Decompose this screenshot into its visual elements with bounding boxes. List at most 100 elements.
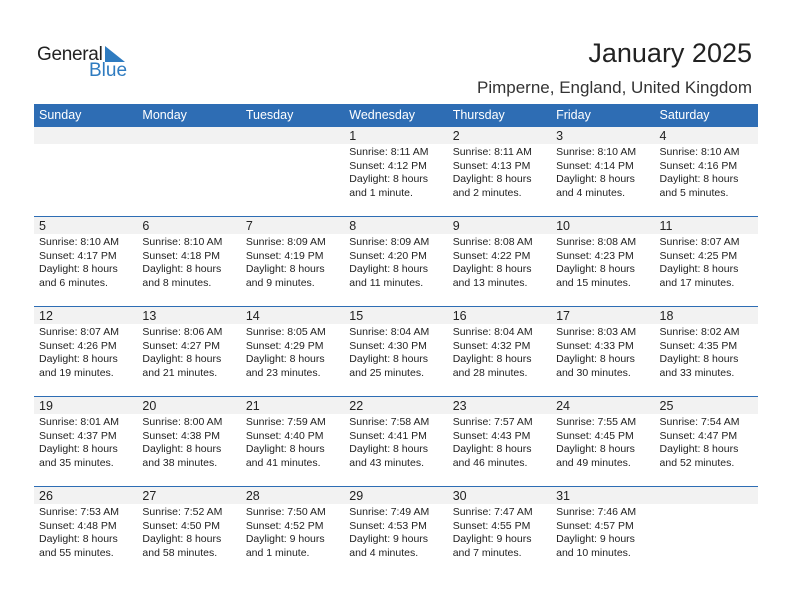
week-cells: 12 Sunrise: 8:07 AM Sunset: 4:26 PM Dayligh… (34, 307, 758, 380)
week-cells: 1 Sunrise: 8:11 AM Sunset: 4:12 PM Daylight… (34, 127, 758, 200)
sunrise-time: Sunrise: 8:03 AM (556, 326, 637, 338)
sunset-time: Sunset: 4:40 PM (245, 429, 324, 442)
daylight-minutes: and 2 minutes. (452, 186, 522, 199)
day-cell: 17 Sunrise: 8:03 AM Sunset: 4:33 PM Dayligh… (551, 307, 654, 380)
sunrise-time: Sunrise: 7:55 AM (556, 416, 637, 428)
weekday-header: Sunday Monday Tuesday Wednesday Thursday Frid… (34, 104, 758, 126)
day-number: 27 (142, 489, 157, 503)
day-number: 10 (556, 219, 571, 233)
day-number: 24 (556, 399, 571, 413)
location-subtitle: Pimperne, England, United Kingdom (477, 78, 752, 97)
daylight-minutes: and 46 minutes. (452, 456, 528, 469)
day-cell: 24 Sunrise: 7:55 AM Sunset: 4:45 PM Dayligh… (551, 397, 654, 470)
day-number: 25 (659, 399, 674, 413)
day-number-band (34, 127, 758, 144)
daylight-minutes: and 1 minute. (245, 546, 310, 559)
daylight-minutes: and 7 minutes. (452, 546, 522, 559)
week-row: 12 Sunrise: 8:07 AM Sunset: 4:26 PM Dayligh… (34, 306, 758, 396)
empty-cell (34, 127, 137, 200)
day-number: 5 (39, 219, 46, 233)
day-cell: 29 Sunrise: 7:49 AM Sunset: 4:53 PM Dayligh… (344, 487, 447, 560)
sunrise-time: Sunrise: 8:08 AM (556, 236, 637, 248)
sunrise-time: Sunrise: 8:02 AM (659, 326, 740, 338)
daylight-hours: Daylight: 8 hours (39, 533, 118, 546)
daylight-minutes: and 6 minutes. (39, 276, 108, 289)
weekday-wednesday: Wednesday (349, 108, 416, 122)
sunrise-time: Sunrise: 8:10 AM (556, 146, 637, 158)
daylight-minutes: and 9 minutes. (245, 276, 315, 289)
daylight-minutes: and 4 minutes. (556, 186, 625, 199)
day-cell: 23 Sunrise: 7:57 AM Sunset: 4:43 PM Dayligh… (448, 397, 551, 470)
day-number: 9 (452, 219, 460, 233)
day-number: 13 (142, 309, 157, 323)
day-number: 17 (556, 309, 571, 323)
sunrise-time: Sunrise: 8:04 AM (349, 326, 430, 338)
day-number: 12 (39, 309, 53, 323)
day-cell: 21 Sunrise: 7:59 AM Sunset: 4:40 PM Dayligh… (241, 397, 344, 470)
day-cell: 3 Sunrise: 8:10 AM Sunset: 4:14 PM Daylight… (551, 127, 654, 200)
sunset-time: Sunset: 4:13 PM (452, 159, 531, 172)
daylight-hours: Daylight: 8 hours (452, 263, 532, 276)
day-cell: 4 Sunrise: 8:10 AM Sunset: 4:16 PM Daylight… (655, 127, 758, 200)
logo-blue: Blue (89, 60, 128, 81)
daylight-minutes: and 58 minutes. (142, 546, 218, 559)
daylight-hours: Daylight: 8 hours (452, 353, 532, 366)
daylight-minutes: and 1 minute. (349, 186, 413, 199)
empty-cell (137, 127, 240, 200)
week-cells: 26 Sunrise: 7:53 AM Sunset: 4:48 PM Dayligh… (34, 487, 758, 560)
day-number: 20 (142, 399, 157, 413)
daylight-hours: Daylight: 8 hours (142, 353, 222, 366)
sunrise-time: Sunrise: 8:10 AM (659, 146, 740, 158)
daylight-minutes: and 19 minutes. (39, 366, 114, 379)
daylight-hours: Daylight: 8 hours (39, 443, 118, 456)
day-number: 3 (556, 129, 564, 143)
empty-cell (241, 127, 344, 200)
sunset-time: Sunset: 4:18 PM (142, 249, 221, 262)
daylight-minutes: and 11 minutes. (349, 276, 424, 289)
daylight-minutes: and 41 minutes. (245, 456, 321, 469)
day-cell: 16 Sunrise: 8:04 AM Sunset: 4:32 PM Dayligh… (448, 307, 551, 380)
day-number: 16 (452, 309, 467, 323)
sunrise-time: Sunrise: 8:06 AM (142, 326, 223, 338)
day-number: 23 (452, 399, 467, 413)
sunset-time: Sunset: 4:43 PM (452, 429, 531, 442)
sunset-time: Sunset: 4:16 PM (659, 159, 738, 172)
daylight-hours: Daylight: 8 hours (349, 443, 429, 456)
day-cell: 18 Sunrise: 8:02 AM Sunset: 4:35 PM Dayligh… (655, 307, 758, 380)
daylight-hours: Daylight: 8 hours (142, 533, 222, 546)
daylight-hours: Daylight: 8 hours (452, 443, 532, 456)
sunset-time: Sunset: 4:37 PM (39, 429, 117, 442)
daylight-hours: Daylight: 8 hours (659, 173, 739, 186)
sunrise-time: Sunrise: 8:10 AM (39, 236, 119, 248)
daylight-hours: Daylight: 8 hours (245, 353, 325, 366)
sunset-time: Sunset: 4:57 PM (556, 519, 634, 532)
sunset-time: Sunset: 4:52 PM (245, 519, 324, 532)
week-cells: 5 Sunrise: 8:10 AM Sunset: 4:17 PM Daylight… (34, 217, 758, 290)
daylight-minutes: and 38 minutes. (142, 456, 218, 469)
sunrise-time: Sunrise: 7:57 AM (452, 416, 533, 428)
sunrise-time: Sunrise: 7:59 AM (245, 416, 326, 428)
sunset-time: Sunset: 4:53 PM (349, 519, 427, 532)
day-cell: 25 Sunrise: 7:54 AM Sunset: 4:47 PM Dayligh… (655, 397, 758, 470)
sunset-time: Sunset: 4:55 PM (452, 519, 531, 532)
day-number: 18 (659, 309, 674, 323)
daylight-hours: Daylight: 8 hours (452, 173, 532, 186)
sunset-time: Sunset: 4:48 PM (39, 519, 117, 532)
empty-cell (655, 487, 758, 560)
day-cell: 9 Sunrise: 8:08 AM Sunset: 4:22 PM Daylight… (448, 217, 551, 290)
daylight-hours: Daylight: 8 hours (245, 443, 325, 456)
sunset-time: Sunset: 4:17 PM (39, 249, 117, 262)
sunrise-time: Sunrise: 8:09 AM (349, 236, 430, 248)
daylight-hours: Daylight: 8 hours (659, 263, 739, 276)
sunrise-time: Sunrise: 7:54 AM (659, 416, 740, 428)
day-number: 4 (659, 129, 667, 143)
day-number: 14 (245, 309, 260, 323)
daylight-minutes: and 13 minutes. (452, 276, 528, 289)
sunset-time: Sunset: 4:41 PM (349, 429, 427, 442)
day-cell: 1 Sunrise: 8:11 AM Sunset: 4:12 PM Daylight… (344, 127, 447, 200)
day-number: 7 (245, 219, 253, 233)
daylight-minutes: and 8 minutes. (142, 276, 212, 289)
sunset-time: Sunset: 4:47 PM (659, 429, 738, 442)
sunrise-time: Sunrise: 8:05 AM (245, 326, 326, 338)
